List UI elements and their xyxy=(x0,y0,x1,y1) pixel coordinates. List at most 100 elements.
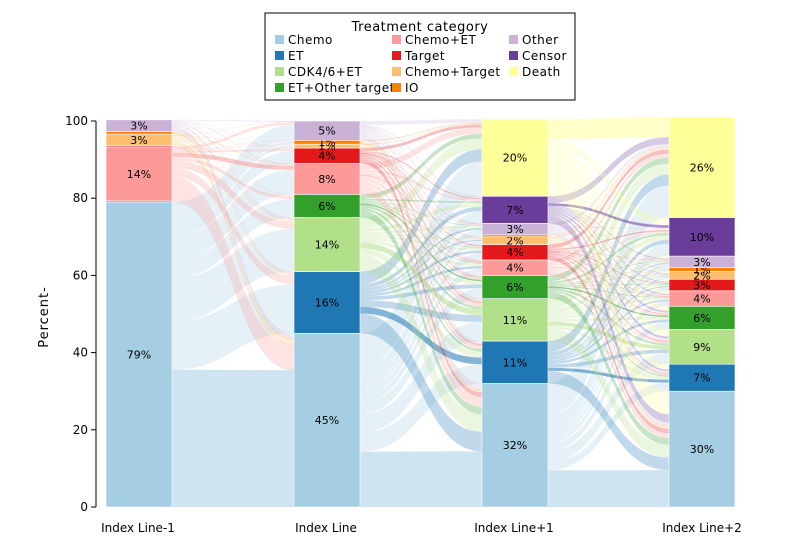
legend-swatch-other xyxy=(509,35,518,44)
flow-chemo-et-to-other xyxy=(172,122,294,150)
flow-chemo-to-et xyxy=(548,382,669,471)
segment-label-death: 26% xyxy=(690,161,714,174)
flow-et-other-target-to-other xyxy=(360,200,482,227)
flow-io-to-et-other-target xyxy=(360,141,482,277)
flow-chemo-et-to-target xyxy=(548,266,669,284)
flow-et-other-target-to-other xyxy=(548,260,669,285)
flow-et-to-death xyxy=(548,174,669,352)
segment-label-chemo: 45% xyxy=(315,414,339,427)
flow-et-to-censor xyxy=(548,239,669,357)
flow-chemo-to-io xyxy=(172,141,294,221)
segment-label-et-other-target: 6% xyxy=(318,200,335,213)
flow-et-other-target-to-chemo-target xyxy=(360,201,482,239)
segment-label-target: 4% xyxy=(318,150,335,163)
flow-io-to-death xyxy=(548,147,669,236)
flow-other-to-other xyxy=(548,227,669,260)
flow-other-to-et-other-target xyxy=(548,228,669,314)
flow-et-to-et xyxy=(548,367,669,383)
flow-chemo-et-to-other xyxy=(360,171,482,226)
segment-label-other: 3% xyxy=(130,120,147,133)
flow-death-to-other xyxy=(548,146,669,259)
flow-other-to-et xyxy=(172,124,294,274)
flow-other-to-chemo-et xyxy=(360,128,482,261)
bar-segment-chemo xyxy=(481,383,549,508)
segment-label-censor: 7% xyxy=(506,204,523,217)
flow-chemo-to-et-other-target xyxy=(548,322,669,451)
segment-label-censor: 10% xyxy=(690,231,714,244)
flow-death-to-et xyxy=(548,167,669,370)
flow-other-to-target xyxy=(360,127,482,246)
flow-chemo-to-death xyxy=(548,185,669,416)
flow-chemo-target-to-et-other-target xyxy=(360,145,482,278)
legend-swatch-chemo-target xyxy=(392,67,401,76)
legend-label-io: IO xyxy=(405,81,419,95)
flow-other-to-et-other-target xyxy=(360,128,482,277)
flow-et-to-et-other-target xyxy=(360,284,482,301)
segment-label-cdk4-6-et: 14% xyxy=(315,239,339,252)
flow-et-to-chemo-target xyxy=(548,275,669,359)
flow-et-other-target-to-censor xyxy=(548,233,669,284)
flow-chemo-et-to-chemo-et xyxy=(548,266,669,298)
flow-chemo-et-to-et-other-target xyxy=(548,267,669,316)
flow-other-to-et-other-target xyxy=(172,122,294,196)
flow-io-to-censor xyxy=(360,141,482,198)
flow-et-other-target-to-et-other-target xyxy=(360,203,482,282)
flow-cdk4-6-et-to-et xyxy=(360,248,482,358)
flow-chemo-target-to-other xyxy=(548,239,669,260)
flow-chemo-to-chemo-target xyxy=(548,276,669,435)
flow-death-to-target xyxy=(548,151,669,282)
flow-other-to-et xyxy=(360,132,482,344)
segment-label-death: 20% xyxy=(503,152,527,165)
flow-other-to-cdk4-6-et xyxy=(360,129,482,301)
flow-io-to-cdk4-6-et xyxy=(172,132,294,220)
flow-chemo-to-cdk4-6-et xyxy=(360,321,482,433)
flow-target-to-et xyxy=(360,156,482,346)
bar-segment-cdk4-6-et xyxy=(481,298,549,342)
flow-cdk4-6-et-to-death xyxy=(548,163,669,310)
legend-swatch-death xyxy=(509,67,518,76)
flow-et-to-other xyxy=(548,262,669,358)
legend-swatch-chemo-et xyxy=(392,35,401,44)
flow-chemo-to-io xyxy=(548,270,669,433)
flow-io-to-death xyxy=(360,122,482,142)
flow-chemo-et-to-death xyxy=(548,153,669,264)
segment-label-chemo-target: 3% xyxy=(130,134,147,147)
legend-swatch-et xyxy=(275,51,284,60)
flow-target-to-other xyxy=(548,250,669,261)
flow-et-to-chemo xyxy=(548,370,669,471)
flow-cdk4-6-et-to-death xyxy=(360,138,482,229)
flow-chemo-et-to-et-other-target xyxy=(172,157,294,200)
flow-et-to-target xyxy=(360,250,482,294)
flow-cdk4-6-et-to-cdk4-6-et xyxy=(360,242,482,316)
flow-et-other-target-to-death xyxy=(548,157,669,282)
y-tick-label: 80 xyxy=(73,191,88,205)
flow-censor-to-chemo-et xyxy=(548,208,669,295)
flow-cdk4-6-et-to-chemo xyxy=(548,328,669,458)
flow-other-to-chemo-target xyxy=(548,227,669,274)
legend-label-et: ET xyxy=(288,49,304,63)
flow-chemo-target-to-chemo-et xyxy=(172,135,294,166)
legend-swatch-et-other-target xyxy=(275,83,284,92)
flow-et-to-et-other-target xyxy=(548,319,669,365)
flow-chemo-to-target xyxy=(360,253,482,397)
flow-chemo-et-to-censor xyxy=(360,169,482,202)
y-tick-label: 20 xyxy=(73,423,88,437)
flow-censor-to-et-other-target xyxy=(548,209,669,313)
flow-et-to-chemo xyxy=(360,313,482,452)
flow-target-to-target xyxy=(360,153,482,247)
flow-et-to-io xyxy=(548,269,669,358)
legend: Treatment category Chemo ET CDK4/6+ET ET+Ot… xyxy=(264,12,576,101)
segment-label-other: 3% xyxy=(506,223,523,236)
segment-label-chemo-et: 4% xyxy=(506,262,523,275)
segment-label-et: 16% xyxy=(315,296,339,309)
flow-chemo-target-to-target xyxy=(172,134,294,150)
flow-chemo-target-to-et xyxy=(548,241,669,373)
flow-chemo-et-to-censor xyxy=(548,231,669,266)
flow-chemo-to-chemo-target xyxy=(172,144,294,224)
flow-chemo-to-censor xyxy=(360,211,482,380)
flow-target-to-cdk4-6-et xyxy=(548,252,669,343)
segment-label-target: 3% xyxy=(693,279,710,292)
flow-cdk4-6-et-to-target xyxy=(548,284,669,318)
segment-label-other: 3% xyxy=(693,256,710,269)
flow-io-to-chemo xyxy=(548,236,669,427)
